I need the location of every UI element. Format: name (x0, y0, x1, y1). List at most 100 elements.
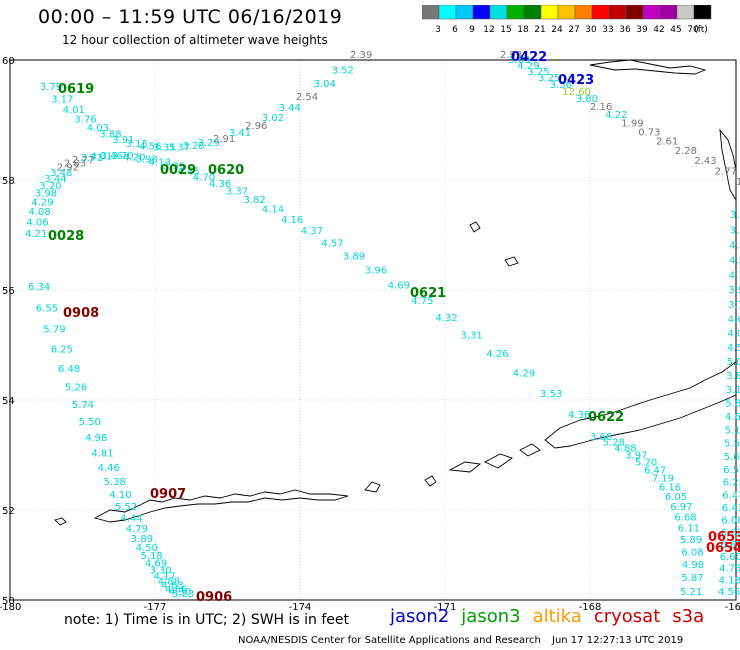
wave-height-reading: 3.96 (365, 266, 387, 277)
wave-height-reading: 3.91 (112, 135, 134, 146)
wave-height-reading: 4.54 (729, 256, 740, 267)
wave-height-reading: 3.11 (726, 385, 740, 396)
color-scale-label: 21 (534, 25, 545, 35)
wave-height-reading: 2.83 (64, 159, 86, 170)
lon-tick-label: -177 (144, 602, 167, 613)
generation-time: Jun 17 12:27:13 UTC 2019 (552, 635, 684, 646)
pass-label: 0622 (588, 410, 624, 425)
wave-height-reading: 12.60 (562, 87, 591, 98)
wave-height-reading: 2.93 (500, 50, 522, 61)
page-title: 00:00 – 11:59 UTC 06/16/2019 (38, 6, 343, 28)
pass-label: 0907 (150, 487, 186, 502)
wave-height-reading: 3.44 (279, 103, 301, 114)
wave-height-reading: 6.05 (665, 492, 687, 503)
wave-height-reading: 4.45 (177, 167, 199, 178)
wave-height-reading: 4.01 (63, 105, 85, 116)
wave-height-reading: 4.03 (87, 123, 109, 134)
wave-height-reading: 3.77 (728, 300, 740, 311)
lat-tick-label: 58 (2, 176, 15, 187)
wave-height-reading: 3.98 (136, 155, 158, 166)
color-scale-bar: 3 6 9 12 15 18 21 24 27 30 33 36 39 42 45 70(ft) (422, 5, 712, 35)
wave-height-reading: 2.61 (656, 137, 678, 148)
wave-height-reading: 5.87 (681, 573, 703, 584)
wave-height-reading: 5.12 (725, 425, 740, 436)
wave-height-reading: 3.20 (39, 181, 61, 192)
wave-height-reading: 3.70 (111, 151, 133, 162)
wave-height-reading: 3.71 (81, 153, 103, 164)
legend-entry: cryosat (593, 606, 661, 627)
wave-height-reading: 6.16 (659, 483, 681, 494)
wave-height-reading: 4.60 (728, 314, 740, 325)
wave-height-reading: 3.37 (168, 143, 190, 154)
wave-height-reading: 2.43 (694, 156, 716, 167)
wave-height-reading: 5.79 (43, 325, 65, 336)
wave-height-reading: 3.79 (40, 82, 62, 93)
wave-height-reading: 3.98 (35, 189, 57, 200)
lat-tick-label: 54 (2, 396, 15, 407)
lon-tick-label: -168 (579, 602, 602, 613)
wave-height-reading: 6.68 (674, 513, 696, 524)
color-scale-label: 70 (687, 25, 699, 35)
pass-label: 0422 (511, 50, 547, 65)
wave-height-reading: 3.30 (149, 565, 171, 576)
wave-height-reading: 6.58 (723, 465, 740, 476)
wave-height-reading: 2.77 (715, 166, 737, 177)
coastline (719, 128, 737, 202)
wave-height-reading: 3.86 (726, 371, 740, 382)
coastline (544, 361, 737, 449)
wave-height-reading: 4.98 (85, 433, 107, 444)
wave-height-reading: 3.97 (625, 450, 647, 461)
wave-height-reading: 6.48 (58, 364, 80, 375)
coastline (93, 489, 349, 523)
wave-height-reading: 3.17 (51, 94, 73, 105)
wave-height-reading: 4.30 (169, 587, 191, 598)
wave-height-reading: 3.69 (508, 55, 530, 66)
color-scale-label: 27 (568, 25, 579, 35)
wave-height-reading: 3.89 (131, 534, 153, 545)
wave-height-reading: 4.98 (682, 560, 704, 571)
wave-height-reading: 5.58 (724, 439, 740, 450)
wave-height-reading: 6.43 (722, 503, 740, 514)
wave-height-reading: 5.67 (724, 452, 740, 463)
wave-height-reading: 3.29 (198, 138, 220, 149)
wave-height-reading: 4.29 (31, 197, 53, 208)
coastline (519, 443, 541, 457)
wave-height-reading: 4.17 (154, 571, 176, 582)
coastline (483, 453, 513, 469)
wave-height-reading: 3.28 (182, 141, 204, 152)
wave-height-reading: 2.54 (296, 92, 318, 103)
wave-height-reading: 4.46 (98, 463, 120, 474)
wave-height-reading: 3.98 (730, 225, 740, 236)
wave-height-reading: 4.69 (388, 280, 410, 291)
wave-height-reading: 6.34 (28, 282, 50, 293)
wave-height-reading: 5.52 (115, 502, 137, 513)
wave-height-reading: 5.21 (680, 587, 702, 598)
wave-height-reading: 0.73 (638, 127, 660, 138)
wave-height-reading: 3.46 (101, 151, 123, 162)
wave-height-reading: 2.16 (590, 102, 612, 113)
wave-height-reading: 2.28 (675, 146, 697, 157)
color-scale-label: 12 (483, 25, 494, 35)
color-scale-unit: (ft) (694, 25, 708, 35)
color-scale-label: 18 (517, 25, 529, 35)
wave-height-reading: 4.18 (719, 575, 740, 586)
pass-label: 0908 (63, 306, 99, 321)
page-subtitle: 12 hour collection of altimeter wave hei… (62, 33, 328, 47)
color-scale-label: 6 (452, 25, 458, 35)
wave-height-reading: 4.20 (123, 152, 145, 163)
wave-height-reading: 4.81 (91, 449, 113, 460)
footnote: note: 1) Time is in UTC; 2) SWH is in fe… (64, 612, 350, 628)
lon-tick-label: -165 (725, 602, 740, 613)
wave-height-reading: 5.81 (725, 399, 740, 410)
wave-height-reading: 4.14 (262, 205, 284, 216)
lat-tick-label: 52 (2, 506, 15, 517)
pass-label: 0654 (706, 541, 740, 556)
wave-height-reading: 5.18 (141, 551, 163, 562)
wave-height-reading: 3.48 (50, 168, 72, 179)
coastline (364, 481, 381, 493)
coastline (589, 59, 707, 75)
wave-height-reading: 5.08 (727, 357, 740, 368)
wave-height-reading: 4.22 (605, 110, 627, 121)
wave-height-reading: 4.01 (90, 151, 112, 162)
wave-height-reading: 4.57 (321, 238, 343, 249)
